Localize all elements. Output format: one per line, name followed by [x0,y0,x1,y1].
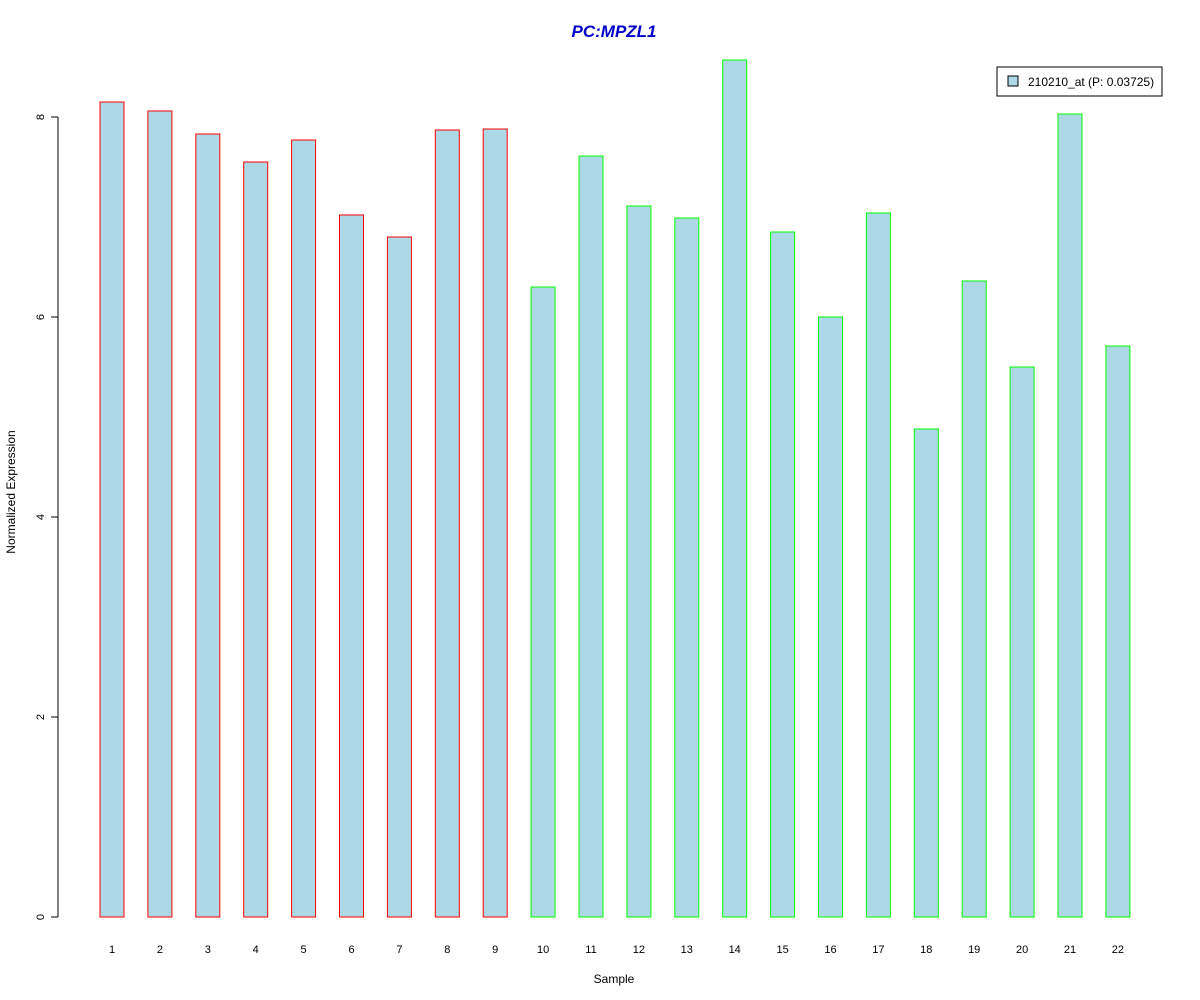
bar-sample-15 [770,231,796,918]
x-tick-label: 2 [157,944,163,956]
y-tick-label: 0 [35,914,47,920]
y-tick-label: 6 [35,314,47,320]
bar-sample-18 [913,428,939,918]
legend-swatch [1007,75,1019,87]
bar-sample-16 [818,316,843,918]
bar-group [99,59,1131,918]
bar-sample-19 [961,280,987,918]
x-tick-label: 21 [1064,944,1076,956]
x-tick-label: 1 [109,944,115,956]
x-tick-label: 10 [537,944,549,956]
bar-sample-1 [99,101,125,918]
bar-sample-20 [1009,366,1035,918]
bar-sample-13 [674,217,700,918]
x-tick-label: 5 [301,944,307,956]
x-tick-label: 18 [920,944,932,956]
x-tick-label: 12 [633,944,645,956]
chart-title: PC:MPZL1 [572,22,657,41]
y-axis: 0 2 4 6 8 [35,114,59,920]
x-tick-label: 22 [1112,944,1124,956]
x-tick-label: 6 [348,944,354,956]
bar-sample-7 [386,236,412,918]
bar-sample-4 [243,161,269,918]
x-tick-label: 11 [585,944,596,956]
y-tick-label: 8 [35,114,47,120]
x-tick-label: 15 [776,944,788,956]
bar-sample-17 [865,212,891,918]
legend-box [996,66,1163,97]
legend-label: 210210_at (P: 0.03725) [1028,75,1154,89]
legend: 210210_at (P: 0.03725) [996,66,1163,97]
x-tick-label: 8 [444,944,450,956]
y-axis-label: Normalized Expression [4,430,18,553]
x-tick-label: 19 [968,944,980,956]
bar-sample-10 [530,286,556,918]
x-tick-label: 7 [396,944,402,956]
bar-sample-6 [339,214,364,918]
x-tick-label: 13 [681,944,693,956]
bar-sample-8 [434,129,460,918]
x-axis-label: Sample [594,972,635,986]
bar-sample-5 [291,139,317,918]
bar-sample-22 [1105,345,1131,918]
bar-sample-14 [722,59,748,918]
bar-sample-2 [147,110,173,918]
x-tick-label: 3 [205,944,211,956]
y-tick-label: 2 [35,714,47,720]
y-tick-label: 4 [35,514,47,520]
bar-sample-12 [626,205,652,918]
x-tick-label: 9 [492,944,498,956]
bar-sample-21 [1057,113,1083,918]
x-tick-label: 20 [1016,944,1028,956]
x-tick-label: 17 [872,944,884,956]
bar-sample-3 [195,133,221,918]
bar-sample-9 [482,128,508,918]
x-tick-label: 4 [253,944,259,956]
x-tick-label: 16 [824,944,836,956]
x-axis-tick-labels: 1 2 3 4 5 6 7 8 9 10 11 12 13 14 15 16 17 18 19 20 21 22 [109,944,1124,956]
x-tick-label: 14 [729,944,741,956]
bar-sample-11 [578,155,604,918]
